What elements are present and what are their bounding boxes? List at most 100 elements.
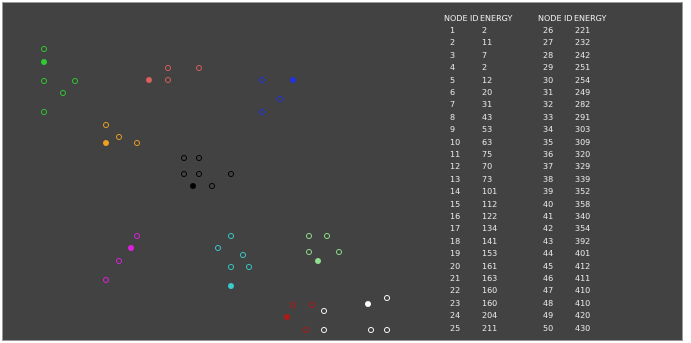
table-cell-node-id: 24 bbox=[450, 311, 461, 321]
table-cell-node-id: 49 bbox=[543, 311, 554, 321]
magenta-sensor-node bbox=[103, 277, 109, 283]
simulation-canvas: NODE ID ENERGY NODE ID ENERGY 1 2 2 11 3 7 4 2 5… bbox=[2, 2, 683, 341]
magenta-sensor-node bbox=[134, 233, 140, 239]
dark-red-cluster-head-node bbox=[284, 314, 290, 320]
blue-sensor-node bbox=[259, 109, 265, 115]
table-cell-node-id: 12 bbox=[450, 162, 461, 172]
table-cell-node-id: 25 bbox=[450, 323, 461, 333]
table-cell-node-id: 16 bbox=[450, 212, 461, 221]
table-cell-node-id: 26 bbox=[543, 26, 554, 35]
table-cell-energy: 163 bbox=[482, 274, 498, 283]
orange-sensor-node bbox=[134, 140, 140, 146]
orange-cluster-head-node bbox=[103, 140, 109, 146]
table-cell-node-id: 2 bbox=[450, 38, 456, 48]
table-cell-energy: 221 bbox=[575, 26, 591, 35]
table-cell-node-id: 19 bbox=[450, 249, 461, 259]
table-cell-node-id: 3 bbox=[450, 50, 456, 60]
table-cell-energy: 410 bbox=[575, 286, 591, 296]
table-cell-node-id: 41 bbox=[543, 212, 554, 221]
table-cell-node-id: 32 bbox=[543, 100, 554, 110]
table-cell-energy: 249 bbox=[575, 88, 591, 97]
table-cell-energy: 320 bbox=[575, 150, 591, 159]
table-cell-energy: 254 bbox=[575, 75, 591, 85]
white-sensor-node bbox=[368, 327, 374, 333]
dark-red-sensor-node bbox=[303, 327, 309, 333]
table-cell-node-id: 44 bbox=[543, 249, 554, 259]
table-cell-node-id: 1 bbox=[450, 26, 456, 35]
table-cell-energy: 204 bbox=[482, 311, 498, 321]
blue-sensor-node bbox=[277, 96, 283, 102]
table-cell-node-id: 18 bbox=[450, 236, 461, 246]
cyan-sensor-node bbox=[228, 264, 234, 270]
black-sensor-node bbox=[181, 171, 187, 177]
table-cell-energy: 352 bbox=[575, 187, 591, 197]
table-cell-node-id: 48 bbox=[543, 298, 554, 308]
black-sensor-node bbox=[196, 155, 202, 161]
magenta-sensor-node bbox=[116, 258, 122, 264]
black-sensor-node bbox=[209, 183, 215, 189]
table-cell-energy: 43 bbox=[482, 112, 493, 122]
header-energy-left: ENERGY bbox=[480, 14, 513, 23]
black-cluster-head-node bbox=[190, 183, 196, 189]
light-green-sensor-node bbox=[306, 233, 312, 239]
red-cluster-head-node bbox=[146, 77, 152, 83]
green-left-sensor-node bbox=[41, 109, 47, 115]
table-cell-node-id: 36 bbox=[543, 150, 554, 159]
table-cell-energy: 410 bbox=[575, 298, 591, 308]
red-sensor-node bbox=[165, 77, 171, 83]
table-cell-energy: 282 bbox=[575, 100, 591, 110]
blue-cluster-head-node bbox=[290, 77, 296, 83]
table-cell-node-id: 22 bbox=[450, 286, 461, 296]
cyan-sensor-node bbox=[240, 252, 246, 258]
table-cell-node-id: 37 bbox=[543, 162, 554, 172]
table-cell-node-id: 17 bbox=[450, 224, 461, 234]
table-cell-energy: 70 bbox=[482, 162, 493, 172]
header-node-id-left: NODE ID bbox=[444, 14, 479, 23]
table-cell-energy: 358 bbox=[575, 199, 591, 209]
table-cell-energy: 2 bbox=[482, 63, 488, 73]
table-cell-node-id: 31 bbox=[543, 88, 554, 97]
table-cell-energy: 75 bbox=[482, 150, 493, 159]
table-cell-node-id: 35 bbox=[543, 137, 554, 147]
table-cell-energy: 153 bbox=[482, 249, 498, 259]
table-cell-node-id: 7 bbox=[450, 100, 456, 110]
table-cell-energy: 31 bbox=[482, 100, 493, 110]
table-cell-node-id: 21 bbox=[450, 274, 461, 283]
green-left-sensor-node bbox=[72, 78, 78, 84]
table-cell-energy: 211 bbox=[482, 323, 498, 333]
table-cell-node-id: 14 bbox=[450, 187, 461, 197]
table-cell-energy: 309 bbox=[575, 137, 591, 147]
table-cell-energy: 2 bbox=[482, 26, 488, 35]
table-cell-energy: 329 bbox=[575, 162, 591, 172]
table-cell-energy: 112 bbox=[482, 199, 498, 209]
red-sensor-node bbox=[165, 65, 171, 71]
table-cell-energy: 160 bbox=[482, 298, 498, 308]
black-sensor-node bbox=[196, 171, 202, 177]
light-green-cluster-head-node bbox=[315, 258, 321, 264]
table-cell-node-id: 33 bbox=[543, 112, 554, 122]
magenta-cluster-head-node bbox=[128, 245, 134, 251]
orange-sensor-node bbox=[103, 122, 109, 128]
white-cluster-head-node bbox=[365, 301, 371, 307]
table-cell-energy: 122 bbox=[482, 212, 498, 221]
table-cell-energy: 160 bbox=[482, 286, 498, 296]
cyan-sensor-node bbox=[215, 245, 221, 251]
white-sensor-node bbox=[321, 308, 327, 314]
table-cell-energy: 53 bbox=[482, 125, 493, 135]
table-cell-energy: 73 bbox=[482, 174, 493, 184]
table-cell-energy: 291 bbox=[575, 112, 591, 122]
table-cell-node-id: 43 bbox=[543, 236, 554, 246]
orange-sensor-node bbox=[116, 134, 122, 140]
table-cell-node-id: 28 bbox=[543, 50, 554, 60]
table-cell-node-id: 10 bbox=[450, 137, 461, 147]
table-cell-node-id: 39 bbox=[543, 187, 554, 197]
table-cell-node-id: 8 bbox=[450, 112, 456, 122]
table-cell-node-id: 42 bbox=[543, 224, 554, 234]
table-cell-energy: 430 bbox=[575, 323, 591, 333]
table-cell-node-id: 34 bbox=[543, 125, 554, 135]
table-cell-energy: 251 bbox=[575, 63, 591, 73]
table-cell-node-id: 20 bbox=[450, 261, 461, 271]
table-cell-energy: 20 bbox=[482, 88, 493, 97]
green-left-sensor-node bbox=[41, 46, 47, 52]
table-cell-energy: 7 bbox=[482, 50, 488, 60]
